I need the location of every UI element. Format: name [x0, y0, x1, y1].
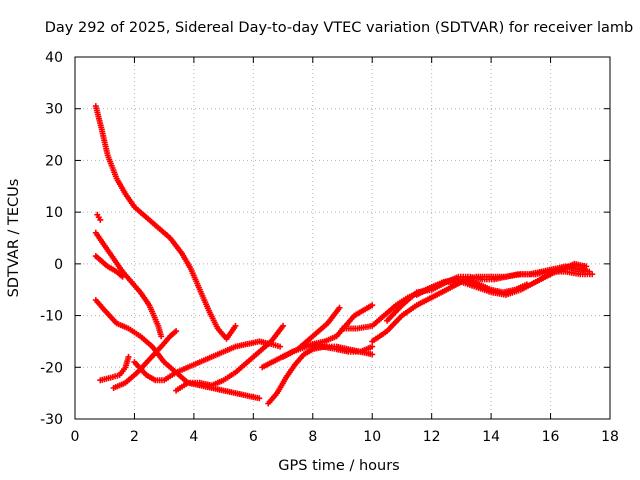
- series-markers: [97, 353, 132, 384]
- series-track-g: [110, 328, 180, 391]
- x-tick-label: 10: [363, 429, 381, 445]
- ticks: 0 2 4 6 8 10 12 14 16 18 -30 -20 -10 0 10 20 30 40: [40, 50, 619, 445]
- series-markers: [259, 343, 376, 371]
- series-track-c: [92, 229, 165, 340]
- x-tick-label: 18: [601, 429, 619, 445]
- plot-frame: [74, 56, 611, 420]
- x-tick-label: 14: [482, 429, 500, 445]
- y-tick-label: -20: [40, 360, 63, 376]
- x-tick-label: 4: [189, 429, 198, 445]
- series-markers: [92, 103, 239, 342]
- grid: [75, 57, 610, 419]
- series-markers: [92, 229, 165, 340]
- chart-title: Day 292 of 2025, Sidereal Day-to-day VTE…: [45, 20, 634, 36]
- x-tick-label: 8: [308, 429, 317, 445]
- x-axis-label: GPS time / hours: [278, 458, 399, 474]
- series-track-a: [92, 103, 239, 342]
- x-tick-label: 12: [423, 429, 441, 445]
- series-markers: [131, 338, 284, 384]
- series-markers: [339, 276, 530, 332]
- series-track-h: [131, 338, 284, 384]
- x-tick-label: 6: [249, 429, 258, 445]
- y-tick-label: 40: [45, 50, 63, 66]
- x-tick-label: 16: [542, 429, 560, 445]
- y-axis-label: SDTVAR / TECUs: [6, 179, 22, 298]
- series-track-q: [413, 260, 590, 298]
- series-track-k: [259, 343, 376, 371]
- y-tick-label: 10: [45, 205, 63, 221]
- y-tick-label: -30: [40, 412, 63, 428]
- series-track-i: [173, 322, 287, 394]
- series-layer: [92, 103, 596, 407]
- series-track-d: [92, 253, 126, 280]
- y-tick-label: 0: [54, 257, 63, 273]
- y-tick-label: 30: [45, 102, 63, 118]
- series-track-f: [97, 353, 132, 384]
- series-track-b: [94, 211, 104, 223]
- y-tick-label: 20: [45, 153, 63, 169]
- x-tick-label: 2: [130, 429, 139, 445]
- x-tick-label: 0: [71, 429, 80, 445]
- series-track-n: [339, 276, 530, 332]
- y-tick-label: -10: [40, 309, 63, 325]
